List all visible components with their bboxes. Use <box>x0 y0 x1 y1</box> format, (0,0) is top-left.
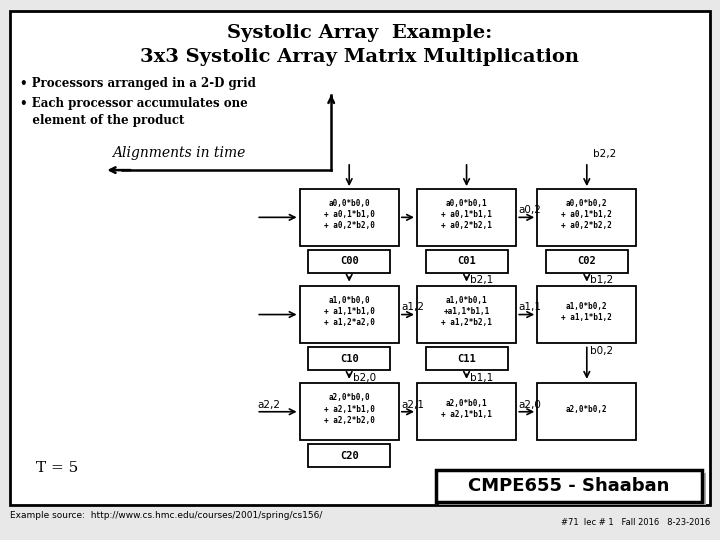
Bar <box>537 286 636 343</box>
Text: a2,0: a2,0 <box>518 400 541 409</box>
Text: a1,0*b0,2
+ a1,1*b1,2: a1,0*b0,2 + a1,1*b1,2 <box>562 302 612 322</box>
Text: T = 5: T = 5 <box>36 461 78 475</box>
Bar <box>537 383 636 440</box>
Bar <box>426 347 508 370</box>
Text: • Each processor accumulates one
   element of the product: • Each processor accumulates one element… <box>20 97 248 127</box>
Bar <box>300 286 399 343</box>
Text: C10: C10 <box>340 354 359 363</box>
Text: Systolic Array  Example:: Systolic Array Example: <box>228 24 492 42</box>
Text: a0,0*b0,1
+ a0,1*b1,1
+ a0,2*b2,1: a0,0*b0,1 + a0,1*b1,1 + a0,2*b2,1 <box>441 199 492 230</box>
Bar <box>546 250 628 273</box>
Text: a2,2: a2,2 <box>258 400 281 409</box>
Text: b2,0: b2,0 <box>353 373 376 383</box>
Text: C02: C02 <box>577 256 596 266</box>
Bar <box>439 472 706 505</box>
Text: • Processors arranged in a 2-D grid: • Processors arranged in a 2-D grid <box>20 77 256 90</box>
Bar <box>436 470 702 502</box>
Bar <box>308 347 390 370</box>
Text: a0,0*b0,2
+ a0,1*b1,2
+ a0,2*b2,2: a0,0*b0,2 + a0,1*b1,2 + a0,2*b2,2 <box>562 199 612 230</box>
Text: b2,1: b2,1 <box>470 275 493 286</box>
Text: b1,2: b1,2 <box>590 275 613 286</box>
Text: Example source:  http://www.cs.hmc.edu/courses/2001/spring/cs156/: Example source: http://www.cs.hmc.edu/co… <box>10 511 323 520</box>
Text: #71  lec # 1   Fall 2016   8-23-2016: #71 lec # 1 Fall 2016 8-23-2016 <box>561 518 710 527</box>
Bar <box>537 189 636 246</box>
Text: b0,2: b0,2 <box>590 346 613 356</box>
Text: a0,0*b0,0
+ a0,1*b1,0
+ a0,2*b2,0: a0,0*b0,0 + a0,1*b1,0 + a0,2*b2,0 <box>324 199 374 230</box>
Bar <box>300 383 399 440</box>
Bar <box>308 250 390 273</box>
Text: CMPE655 - Shaaban: CMPE655 - Shaaban <box>468 477 670 495</box>
Text: a2,0*b0,0
+ a2,1*b1,0
+ a2,2*b2,0: a2,0*b0,0 + a2,1*b1,0 + a2,2*b2,0 <box>324 394 374 424</box>
Text: a1,1: a1,1 <box>518 302 541 312</box>
Text: Alignments in time: Alignments in time <box>112 146 245 160</box>
Bar <box>300 189 399 246</box>
Text: a1,0*b0,1
+a1,1*b1,1
+ a1,2*b2,1: a1,0*b0,1 +a1,1*b1,1 + a1,2*b2,1 <box>441 296 492 327</box>
Text: a2,1: a2,1 <box>401 400 424 409</box>
Text: C00: C00 <box>340 256 359 266</box>
Text: C20: C20 <box>340 451 359 461</box>
Text: C01: C01 <box>457 256 476 266</box>
Text: 3x3 Systolic Array Matrix Multiplication: 3x3 Systolic Array Matrix Multiplication <box>140 48 580 65</box>
Text: C11: C11 <box>457 354 476 363</box>
Bar <box>308 444 390 467</box>
Bar <box>417 383 516 440</box>
Text: a2,0*b0,2: a2,0*b0,2 <box>566 404 608 414</box>
Text: b2,2: b2,2 <box>593 149 616 159</box>
Text: a2,0*b0,1
+ a2,1*b1,1: a2,0*b0,1 + a2,1*b1,1 <box>441 399 492 419</box>
Text: a1,2: a1,2 <box>401 302 424 312</box>
Bar <box>426 250 508 273</box>
Text: a1,0*b0,0
+ a1,1*b1,0
+ a1,2*a2,0: a1,0*b0,0 + a1,1*b1,0 + a1,2*a2,0 <box>324 296 374 327</box>
Bar <box>417 189 516 246</box>
Text: b1,1: b1,1 <box>470 373 493 383</box>
Bar <box>417 286 516 343</box>
Text: a0,2: a0,2 <box>518 205 541 215</box>
